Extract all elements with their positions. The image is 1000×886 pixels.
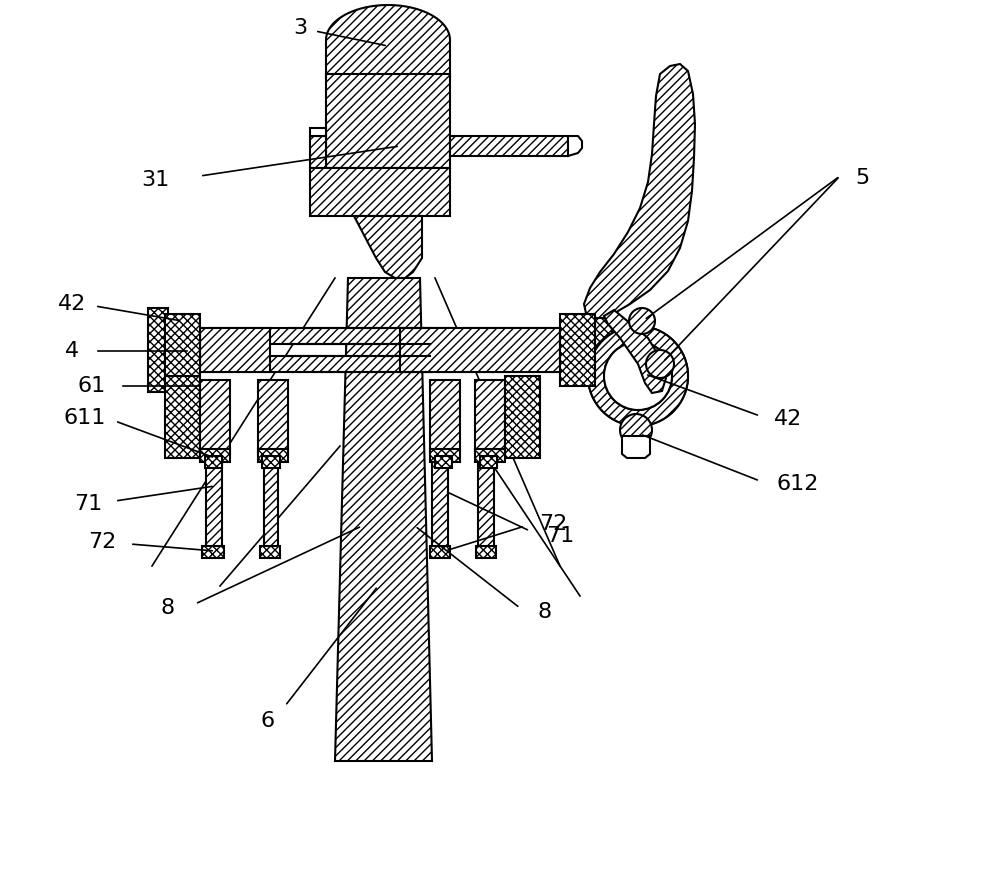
Polygon shape — [200, 380, 230, 454]
Text: 72: 72 — [88, 532, 116, 552]
Polygon shape — [326, 74, 450, 168]
Polygon shape — [432, 458, 448, 552]
Text: 6: 6 — [261, 711, 275, 731]
Polygon shape — [326, 5, 450, 78]
Polygon shape — [165, 376, 200, 458]
Polygon shape — [202, 546, 224, 558]
Polygon shape — [400, 328, 560, 372]
Polygon shape — [612, 330, 655, 366]
Text: 61: 61 — [78, 376, 106, 396]
Polygon shape — [622, 436, 650, 458]
Text: 5: 5 — [855, 168, 869, 188]
Polygon shape — [200, 328, 270, 372]
Polygon shape — [310, 136, 326, 168]
Polygon shape — [148, 308, 168, 392]
Polygon shape — [476, 546, 496, 558]
Polygon shape — [310, 128, 326, 136]
Circle shape — [620, 414, 652, 446]
Circle shape — [646, 350, 674, 378]
Polygon shape — [604, 310, 666, 393]
Polygon shape — [435, 456, 452, 468]
Polygon shape — [258, 449, 288, 462]
Polygon shape — [262, 456, 280, 468]
Polygon shape — [205, 456, 222, 468]
Text: 42: 42 — [58, 294, 86, 314]
Text: 3: 3 — [293, 18, 307, 38]
Polygon shape — [478, 458, 494, 552]
Polygon shape — [264, 458, 278, 552]
Text: 71: 71 — [74, 494, 102, 514]
Circle shape — [588, 326, 688, 426]
Wedge shape — [588, 326, 688, 426]
Polygon shape — [200, 328, 570, 344]
Polygon shape — [260, 546, 280, 558]
Text: 42: 42 — [774, 409, 802, 429]
Circle shape — [604, 342, 672, 410]
Circle shape — [629, 308, 655, 334]
Text: 31: 31 — [141, 170, 169, 190]
Text: 8: 8 — [161, 598, 175, 618]
Polygon shape — [475, 449, 505, 462]
Polygon shape — [430, 546, 450, 558]
Polygon shape — [200, 356, 570, 372]
Text: 72: 72 — [539, 514, 567, 534]
Polygon shape — [206, 458, 222, 552]
Polygon shape — [430, 449, 460, 462]
Polygon shape — [258, 380, 288, 454]
Polygon shape — [450, 136, 568, 156]
Polygon shape — [354, 216, 422, 278]
Polygon shape — [165, 314, 200, 386]
Text: 71: 71 — [546, 526, 574, 546]
Polygon shape — [310, 168, 450, 216]
Polygon shape — [430, 380, 460, 454]
Polygon shape — [584, 64, 695, 324]
Polygon shape — [480, 456, 497, 468]
Polygon shape — [595, 318, 612, 382]
Text: 4: 4 — [65, 341, 79, 361]
Text: 611: 611 — [64, 408, 106, 428]
Text: 8: 8 — [538, 602, 552, 622]
Text: 612: 612 — [777, 474, 819, 494]
Polygon shape — [335, 278, 432, 761]
Polygon shape — [200, 449, 230, 462]
Circle shape — [604, 342, 672, 410]
Polygon shape — [505, 376, 540, 458]
Polygon shape — [475, 380, 505, 454]
Polygon shape — [560, 314, 595, 386]
